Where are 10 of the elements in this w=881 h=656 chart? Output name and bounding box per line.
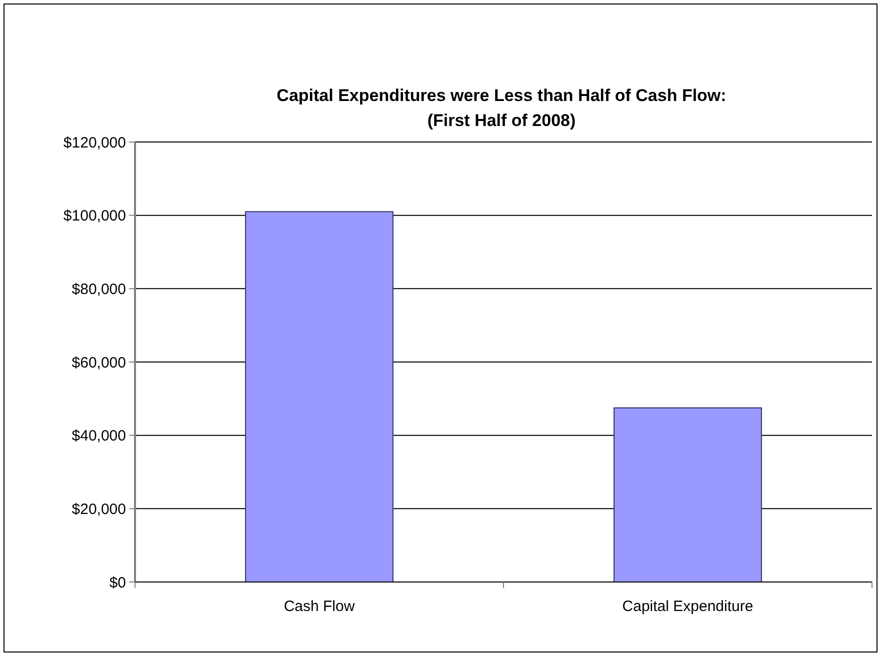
- y-tick-label: $0: [109, 574, 126, 592]
- y-tick-label: $100,000: [63, 208, 126, 225]
- y-tick-label: $60,000: [72, 354, 126, 372]
- y-tick-label: $20,000: [72, 500, 126, 518]
- x-tick-label: Capital Expenditure: [622, 598, 754, 615]
- x-tick-label: Cash Flow: [284, 598, 355, 615]
- y-tick-label: $120,000: [63, 134, 126, 152]
- chart-title: Capital Expenditures were Less than Half of Cash Flow: (First Half of 2008): [276, 86, 726, 130]
- y-tick-label: $80,000: [72, 280, 126, 298]
- y-tick-label: $40,000: [72, 428, 126, 445]
